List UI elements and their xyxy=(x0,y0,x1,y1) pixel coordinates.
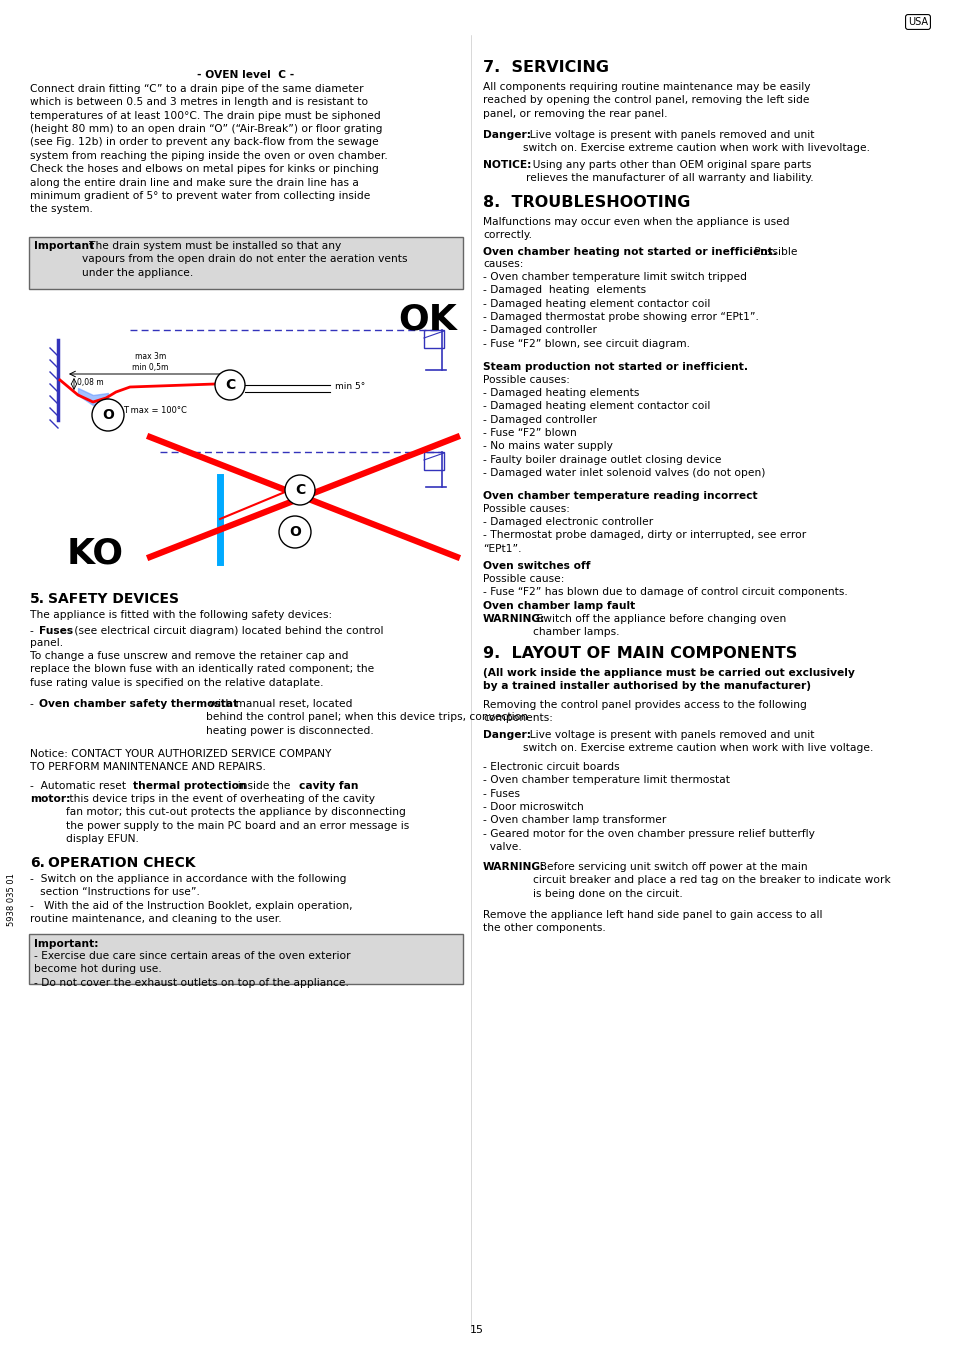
FancyBboxPatch shape xyxy=(423,452,443,470)
Circle shape xyxy=(91,400,124,431)
Text: O: O xyxy=(102,408,113,423)
Text: -  Automatic reset: - Automatic reset xyxy=(30,782,132,791)
Text: Important: Important xyxy=(34,242,94,251)
Text: Possible causes:: Possible causes: xyxy=(482,504,569,514)
Text: 7.  SERVICING: 7. SERVICING xyxy=(482,59,608,76)
Circle shape xyxy=(285,475,314,505)
Text: 9.  LAYOUT OF MAIN COMPONENTS: 9. LAYOUT OF MAIN COMPONENTS xyxy=(482,647,797,662)
Text: Live voltage is present with panels removed and unit
switch on. Exercise extreme: Live voltage is present with panels remo… xyxy=(522,130,869,154)
Text: OPERATION CHECK: OPERATION CHECK xyxy=(48,856,195,869)
Text: Oven switches off: Oven switches off xyxy=(482,562,590,571)
Circle shape xyxy=(214,370,245,400)
FancyBboxPatch shape xyxy=(423,329,443,348)
Text: (All work inside the appliance must be carried out exclusively
by a trained inst: (All work inside the appliance must be c… xyxy=(482,668,854,691)
Text: Danger:: Danger: xyxy=(482,730,531,740)
Text: : The drain system must be installed so that any
vapours from the open drain do : : The drain system must be installed so … xyxy=(82,242,407,278)
Text: 6.: 6. xyxy=(30,856,45,869)
Text: Remove the appliance left hand side panel to gain access to all
the other compon: Remove the appliance left hand side pane… xyxy=(482,910,821,933)
Text: All components requiring routine maintenance may be easily
reached by opening th: All components requiring routine mainten… xyxy=(482,82,810,119)
Text: cavity fan: cavity fan xyxy=(298,782,358,791)
Text: min 5°: min 5° xyxy=(335,382,365,391)
Text: WARNING:: WARNING: xyxy=(482,614,545,624)
Text: To change a fuse unscrew and remove the retainer cap and
replace the blown fuse : To change a fuse unscrew and remove the … xyxy=(30,651,374,687)
Text: Oven chamber lamp fault: Oven chamber lamp fault xyxy=(482,601,635,612)
Text: - OVEN level  C -: - OVEN level C - xyxy=(197,70,294,80)
Text: Switch off the appliance before changing oven
chamber lamps.: Switch off the appliance before changing… xyxy=(533,614,785,637)
Text: (see electrical circuit diagram) located behind the control: (see electrical circuit diagram) located… xyxy=(71,626,383,636)
Text: KO: KO xyxy=(67,537,124,571)
Text: C: C xyxy=(225,378,234,392)
Text: SAFETY DEVICES: SAFETY DEVICES xyxy=(48,593,179,606)
Text: 15: 15 xyxy=(470,1324,483,1335)
Text: Before servicing unit switch off power at the main
circuit breaker and place a r: Before servicing unit switch off power a… xyxy=(533,863,890,899)
Text: Oven chamber temperature reading incorrect: Oven chamber temperature reading incorre… xyxy=(482,491,757,501)
Text: Notice: CONTACT YOUR AUTHORIZED SERVICE COMPANY
TO PERFORM MANINTENANCE AND REPA: Notice: CONTACT YOUR AUTHORIZED SERVICE … xyxy=(30,749,331,772)
Text: The appliance is fitted with the following safety devices:: The appliance is fitted with the followi… xyxy=(30,610,332,620)
Text: 5.: 5. xyxy=(30,593,45,606)
Text: Danger:: Danger: xyxy=(482,130,531,140)
Text: O: O xyxy=(289,525,300,539)
Text: 0,08 m: 0,08 m xyxy=(77,378,104,386)
Text: -: - xyxy=(30,699,37,709)
Text: Fuses: Fuses xyxy=(39,626,73,636)
Text: -  Switch on the appliance in accordance with the following
   section “Instruct: - Switch on the appliance in accordance … xyxy=(30,873,352,925)
Text: Possible: Possible xyxy=(750,247,797,256)
Text: Oven chamber safety thermostat: Oven chamber safety thermostat xyxy=(39,699,238,709)
Text: inside the: inside the xyxy=(231,782,297,791)
Text: max 3m
min 0,5m: max 3m min 0,5m xyxy=(132,352,169,373)
FancyBboxPatch shape xyxy=(29,934,462,984)
Text: C: C xyxy=(294,483,305,497)
Text: Live voltage is present with panels removed and unit
switch on. Exercise extreme: Live voltage is present with panels remo… xyxy=(522,730,872,753)
Text: causes:: causes: xyxy=(482,259,523,269)
Text: Possible causes:: Possible causes: xyxy=(482,375,569,385)
Text: NOTICE:: NOTICE: xyxy=(482,161,531,170)
Text: this device trips in the event of overheating of the cavity
fan motor; this cut-: this device trips in the event of overhe… xyxy=(66,794,409,844)
Text: Removing the control panel provides access to the following
components:: Removing the control panel provides acce… xyxy=(482,701,806,724)
Text: - Oven chamber temperature limit switch tripped
- Damaged  heating  elements
- D: - Oven chamber temperature limit switch … xyxy=(482,271,758,348)
Text: Oven chamber heating not started or inefficient.: Oven chamber heating not started or inef… xyxy=(482,247,777,256)
Text: - Electronic circuit boards
- Oven chamber temperature limit thermostat
- Fuses
: - Electronic circuit boards - Oven chamb… xyxy=(482,761,814,852)
Circle shape xyxy=(278,516,311,548)
Text: 8.  TROUBLESHOOTING: 8. TROUBLESHOOTING xyxy=(482,194,690,211)
Text: thermal protection: thermal protection xyxy=(132,782,247,791)
Text: - Damaged electronic controller
- Thermostat probe damaged, dirty or interrupted: - Damaged electronic controller - Thermo… xyxy=(482,517,805,553)
FancyBboxPatch shape xyxy=(29,238,462,289)
Text: - Fuse “F2” has blown due to damage of control circuit components.: - Fuse “F2” has blown due to damage of c… xyxy=(482,587,847,597)
Text: Using any parts other than OEM original spare parts
relieves the manufacturer of: Using any parts other than OEM original … xyxy=(525,161,813,184)
Text: USA: USA xyxy=(907,18,927,27)
Text: Steam production not started or inefficient.: Steam production not started or ineffici… xyxy=(482,362,747,373)
Text: with manual reset, located
behind the control panel; when this device trips, con: with manual reset, located behind the co… xyxy=(206,699,527,736)
Text: - Damaged heating elements
- Damaged heating element contactor coil
- Damaged co: - Damaged heating elements - Damaged hea… xyxy=(482,387,764,478)
Text: T max = 100°C: T max = 100°C xyxy=(123,406,187,414)
Text: panel.: panel. xyxy=(30,639,63,648)
Text: -: - xyxy=(30,626,37,636)
Text: Possible cause:: Possible cause: xyxy=(482,574,564,585)
Text: Important:: Important: xyxy=(34,940,98,949)
Text: - Exercise due care since certain areas of the oven exterior
become hot during u: - Exercise due care since certain areas … xyxy=(34,950,351,988)
Text: Connect drain fitting “C” to a drain pipe of the same diameter
which is between : Connect drain fitting “C” to a drain pip… xyxy=(30,84,387,215)
Text: Malfunctions may occur even when the appliance is used
correctly.: Malfunctions may occur even when the app… xyxy=(482,217,789,240)
Text: OK: OK xyxy=(397,302,456,336)
Text: 5938 035 01: 5938 035 01 xyxy=(8,873,16,926)
Text: motor:: motor: xyxy=(30,794,71,805)
Text: WARNING:: WARNING: xyxy=(482,863,545,872)
